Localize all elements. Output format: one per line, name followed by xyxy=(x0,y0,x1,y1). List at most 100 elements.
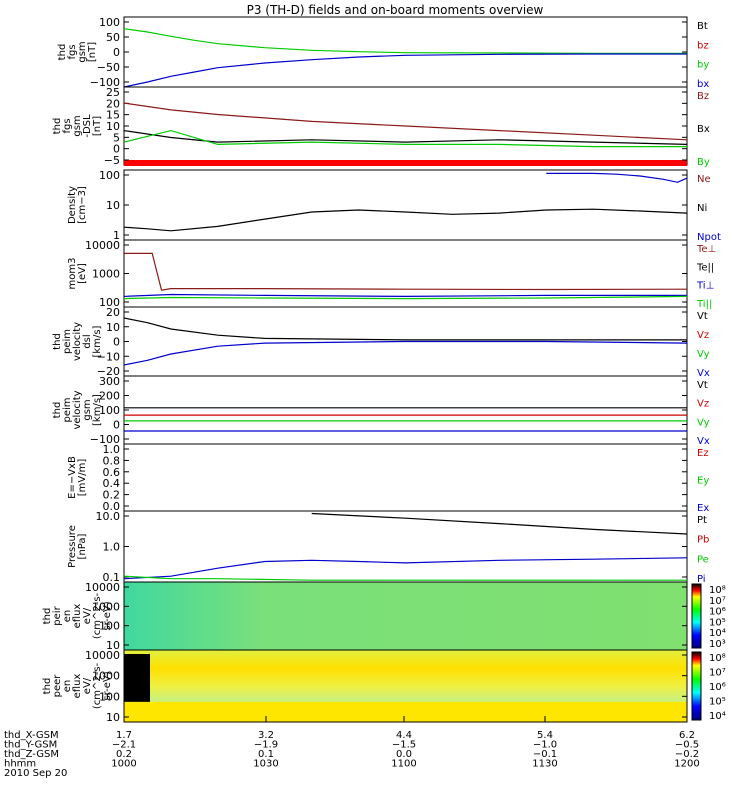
legend-entry: Vx xyxy=(697,436,710,447)
ylabel: [cm−3] xyxy=(77,186,88,224)
xaxis-value: −1.0 xyxy=(533,740,557,751)
ylabel: E=−VxB xyxy=(67,456,78,499)
series-line-bx xyxy=(123,53,687,88)
series-line-Bz xyxy=(123,102,688,141)
series-line-Ti|| xyxy=(123,295,688,300)
legend-entry: Bt xyxy=(697,21,708,32)
xaxis-value: −0.5 xyxy=(675,740,699,751)
ylabel: eV/ xyxy=(82,607,93,624)
xaxis-value: −0.1 xyxy=(533,749,557,760)
ytick-label: 10000 xyxy=(85,239,120,252)
ytick-label: 5 xyxy=(113,131,120,144)
legend-entry: Vz xyxy=(697,330,709,341)
ytick-label: 100 xyxy=(99,690,120,703)
ytick-label: 100 xyxy=(99,169,120,182)
ytick-label: 0.2 xyxy=(103,489,121,502)
spectrogram-band xyxy=(124,701,687,722)
ylabel: [km/s] xyxy=(92,325,103,357)
xaxis-value: 5.4 xyxy=(537,730,553,741)
ytick-label: 10000 xyxy=(85,581,120,594)
ylabel: thd xyxy=(42,608,53,625)
ytick-label: 1 xyxy=(113,229,120,242)
ytick-label: 10 xyxy=(106,199,120,212)
ylabel: mom3 xyxy=(67,258,78,290)
xaxis-value: 6.2 xyxy=(679,730,695,741)
ytick-label: 0.4 xyxy=(103,477,121,490)
ylabel: [nT] xyxy=(92,116,103,136)
legend-entry: By xyxy=(697,157,710,168)
ytick-label: 0.0 xyxy=(103,500,121,513)
colorbar-tick-label: 10⁴ xyxy=(709,628,726,639)
ytick-label: 0.8 xyxy=(103,454,121,467)
panel-p8: 10.0 1.0 0.1 Pressure [nPa] Pt Pb Pe Pi xyxy=(67,510,709,585)
legend-entry: bx xyxy=(697,79,709,90)
ytick-label: 1.0 xyxy=(103,541,121,554)
ytick-label: 10000 xyxy=(85,649,120,662)
series-line-Bx xyxy=(123,130,688,145)
spectrogram xyxy=(124,582,687,650)
ylabel: en xyxy=(62,680,73,693)
ylabel: thd xyxy=(52,118,63,135)
ylabel: (cm^2-s- xyxy=(92,662,103,709)
series-line-Vx xyxy=(123,340,688,366)
xaxis-value: −0.2 xyxy=(675,749,699,760)
ylabel: [eV] xyxy=(77,263,88,284)
series-line-Npot xyxy=(546,172,688,183)
legend-entry: Ti|| xyxy=(696,299,712,310)
ylabel: [nPa] xyxy=(77,533,88,559)
ytick-label: 20 xyxy=(106,306,120,319)
xaxis-value: −1.9 xyxy=(254,740,278,751)
figure-title: P3 (TH-D) fields and on-board moments ov… xyxy=(247,3,544,17)
ytick-label: 0.6 xyxy=(103,466,121,479)
ytick-label: 100 xyxy=(99,16,120,29)
legend-entry: Vt xyxy=(697,311,708,322)
panel-frame xyxy=(123,510,688,583)
date-label: 2010 Sep 20 xyxy=(4,768,67,779)
ytick-label: 10.0 xyxy=(96,510,121,523)
xaxis-value: 1200 xyxy=(674,759,699,770)
ylabel: eflux xyxy=(72,604,83,629)
panel-p7: 1.00.80.60.40.20.0 E=−VxB [mV/m] Ez Ey Ex xyxy=(67,443,709,514)
series-line-Pt xyxy=(311,512,688,535)
colorbar-tick-label: 10⁵ xyxy=(709,697,726,708)
colorbar-tick-label: 10⁶ xyxy=(709,682,726,693)
legend-entry: Vx xyxy=(697,368,710,379)
legend-entry: Pi xyxy=(697,574,706,585)
xaxis-row-label: thd_Z-GSM xyxy=(4,749,59,760)
panel-p5: 20 10 0−10 −20 thd peim velocity dsl [km/s] Vt Vz V… xyxy=(52,306,710,379)
ylabel: fgs xyxy=(62,118,73,133)
ytick-label: 10 xyxy=(106,120,120,133)
ytick-label: 0 xyxy=(113,46,120,59)
ylabel: peim xyxy=(62,329,73,354)
xaxis-value: 4.4 xyxy=(396,730,412,741)
ytick-label: 15 xyxy=(106,109,120,122)
series-line-Ti xyxy=(123,293,687,298)
ylabel: [km/s] xyxy=(92,394,103,426)
legend-entry: Vz xyxy=(697,399,709,410)
ylabel: velocity xyxy=(72,322,83,361)
panel-p10: 10⁸ 10⁷ 10⁶ 10⁵ 10⁴ 10000 1000 100 10 thd peer en ef… xyxy=(42,649,726,724)
flag-bar xyxy=(124,160,687,166)
colorbar-tick-label: 10⁷ xyxy=(709,596,726,607)
ylabel: Density xyxy=(67,186,78,224)
ylabel: peim xyxy=(62,397,73,422)
xaxis-value: 0.2 xyxy=(116,749,132,760)
xaxis-value: 1130 xyxy=(532,759,557,770)
legend-entry: Ey xyxy=(697,476,709,487)
colorbar-tick-label: 10⁶ xyxy=(709,607,726,618)
colorbar-tick-label: 10⁸ xyxy=(709,653,726,664)
colorbar-tick-label: 10⁴ xyxy=(709,711,726,722)
ylabel: (cm^2-s- xyxy=(92,592,103,639)
ylabel: thd xyxy=(57,44,68,61)
legend-entry: Ez xyxy=(697,448,709,459)
xaxis-value: 1030 xyxy=(253,759,278,770)
colorbar xyxy=(691,583,702,649)
ytick-label: 20 xyxy=(106,97,120,110)
ylabel: dsl xyxy=(82,334,93,348)
ytick-label: −5 xyxy=(104,154,120,167)
ytick-label: 0.1 xyxy=(103,571,121,584)
